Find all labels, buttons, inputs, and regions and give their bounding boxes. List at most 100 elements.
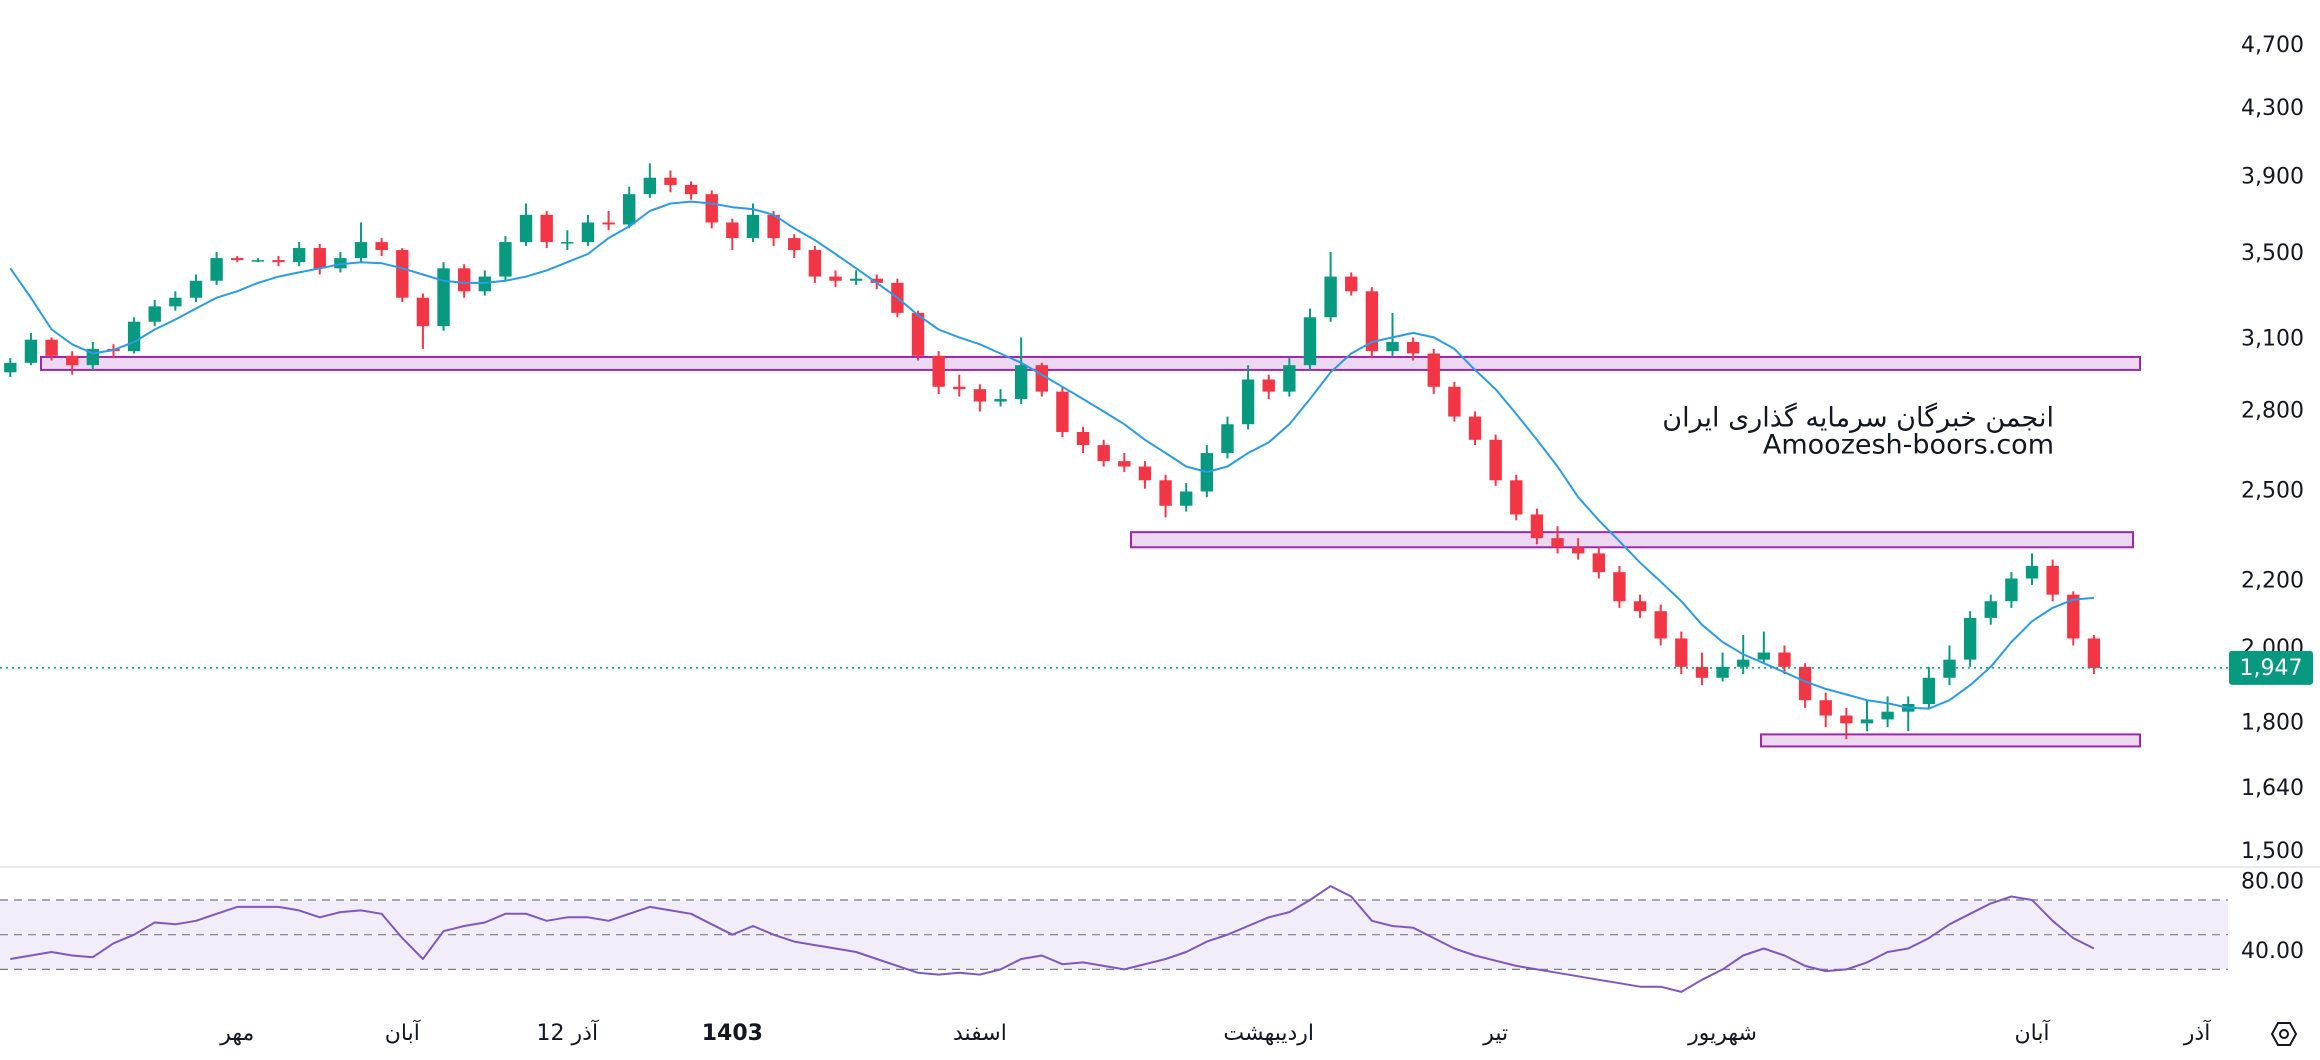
- candle-body: [1262, 379, 1275, 392]
- candle-body: [2087, 638, 2101, 668]
- rsi-tick-label: 40.00: [2241, 939, 2304, 964]
- y-tick-label: 1,800: [2241, 710, 2304, 735]
- candle-body: [973, 389, 987, 402]
- x-tick-label: اسفند: [953, 1021, 1007, 1046]
- candle-body: [932, 355, 945, 387]
- y-tick-label: 3,100: [2241, 327, 2304, 352]
- candle-body: [1324, 276, 1337, 318]
- candle-body: [1014, 365, 1028, 400]
- candle-body: [437, 268, 450, 327]
- candle-body: [561, 242, 574, 244]
- x-tick-label: 12 آذر: [537, 1019, 599, 1046]
- candle-body: [231, 258, 244, 261]
- candle-body: [396, 250, 409, 298]
- y-tick-label: 2,800: [2241, 399, 2304, 424]
- candle-body: [375, 242, 388, 251]
- candle-body: [354, 242, 368, 259]
- candle-body: [1138, 466, 1152, 481]
- candle-body: [726, 222, 739, 239]
- candle-body: [1716, 666, 1729, 678]
- candle-body: [1881, 711, 1894, 720]
- x-tick-label: 1403: [702, 1021, 763, 1046]
- candle-body: [313, 248, 326, 269]
- zone: [1760, 733, 2141, 748]
- candle-body: [1097, 445, 1110, 462]
- candle-body: [746, 214, 760, 239]
- candle-body: [1221, 424, 1234, 454]
- candle-body: [416, 297, 430, 327]
- candle-body: [1695, 666, 1709, 678]
- candle-body: [1798, 666, 1812, 701]
- candle-body: [1303, 317, 1317, 366]
- candle-body: [829, 276, 842, 281]
- candle-body: [1365, 291, 1379, 352]
- candle-body: [478, 276, 491, 292]
- candle-body: [499, 242, 512, 277]
- candle-body: [1571, 547, 1585, 554]
- candle-body: [1468, 416, 1482, 440]
- candle-body: [1345, 276, 1358, 292]
- candle-body: [1551, 538, 1564, 548]
- candle-body: [1180, 491, 1193, 506]
- candle-body: [1406, 341, 1420, 354]
- y-tick-label: 1,640: [2241, 776, 2304, 801]
- y-tick-label: 2,500: [2241, 479, 2304, 504]
- candle-body: [45, 339, 58, 356]
- candle-body: [684, 184, 698, 195]
- candle-body: [1984, 601, 1997, 618]
- y-tick-label: 1,500: [2241, 839, 2304, 864]
- candle-body: [127, 321, 141, 352]
- candle-body: [705, 194, 718, 223]
- candle-body: [2025, 565, 2039, 579]
- candle-body: [1076, 431, 1090, 446]
- watermark-title: انجمن خبرگان سرمایه گذاری ایران: [1662, 402, 2054, 434]
- x-tick-label: آبان: [385, 1019, 421, 1046]
- y-tick-label: 3,900: [2241, 165, 2304, 190]
- x-tick-label: اردیبهشت: [1223, 1021, 1314, 1046]
- candle-body: [767, 214, 780, 239]
- watermark-url: Amoozesh-boors.com: [1763, 430, 2054, 461]
- candle-body: [994, 399, 1007, 402]
- candle-body: [808, 250, 822, 277]
- candle-body: [1035, 365, 1048, 392]
- candle-body: [623, 194, 636, 225]
- candle-body: [1675, 638, 1688, 667]
- candle-body: [2067, 594, 2080, 639]
- rsi-line: [10, 885, 2095, 993]
- candle-body: [602, 222, 615, 225]
- candle-body: [953, 386, 966, 390]
- candle-body: [788, 238, 801, 251]
- candle-body: [1489, 439, 1502, 481]
- candle-body: [1530, 514, 1544, 539]
- candle-body: [849, 278, 863, 281]
- candle-body: [540, 214, 553, 243]
- candle-body: [1510, 480, 1523, 515]
- candle-body: [1283, 365, 1296, 392]
- settings-icon[interactable]: [2270, 1022, 2298, 1046]
- candle-body: [519, 214, 533, 243]
- candle-body: [581, 222, 595, 243]
- candle-body: [1159, 480, 1172, 506]
- candle-body: [1922, 677, 1936, 704]
- candle-body: [1819, 700, 1832, 716]
- last-price-box: [2229, 650, 2313, 685]
- candle-body: [1860, 719, 1874, 724]
- last-price-label: 1,947: [2240, 656, 2303, 681]
- zone: [40, 355, 2141, 371]
- y-tick-label: 4,300: [2241, 96, 2304, 121]
- candle-body: [1118, 461, 1131, 467]
- candle-body: [272, 260, 285, 263]
- candle-body: [169, 297, 182, 307]
- moving-average: [9, 200, 2094, 710]
- x-tick-label: مهر: [219, 1021, 254, 1046]
- candle-body: [210, 258, 223, 281]
- candle-body: [2046, 565, 2059, 595]
- candle-body: [1633, 601, 1647, 612]
- y-tick-label: 2,200: [2241, 569, 2304, 594]
- zone: [1130, 531, 2134, 549]
- candle-body: [24, 339, 38, 363]
- candle-body: [1613, 572, 1626, 602]
